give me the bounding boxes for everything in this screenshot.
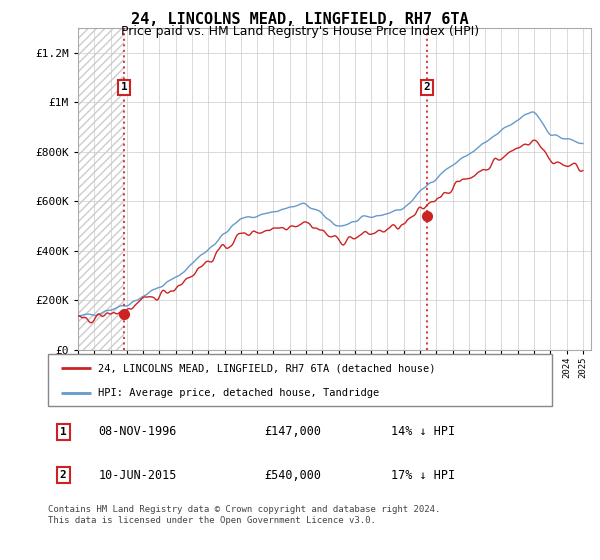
- Text: £540,000: £540,000: [265, 469, 322, 482]
- Text: Price paid vs. HM Land Registry's House Price Index (HPI): Price paid vs. HM Land Registry's House …: [121, 25, 479, 38]
- Text: 2: 2: [60, 470, 67, 480]
- Text: 24, LINCOLNS MEAD, LINGFIELD, RH7 6TA: 24, LINCOLNS MEAD, LINGFIELD, RH7 6TA: [131, 12, 469, 27]
- Text: 1: 1: [60, 427, 67, 437]
- Text: 10-JUN-2015: 10-JUN-2015: [98, 469, 177, 482]
- Text: 17% ↓ HPI: 17% ↓ HPI: [391, 469, 455, 482]
- Text: £147,000: £147,000: [265, 426, 322, 438]
- Text: 08-NOV-1996: 08-NOV-1996: [98, 426, 177, 438]
- Text: 1: 1: [121, 82, 128, 92]
- Text: Contains HM Land Registry data © Crown copyright and database right 2024.
This d: Contains HM Land Registry data © Crown c…: [48, 505, 440, 525]
- Text: 14% ↓ HPI: 14% ↓ HPI: [391, 426, 455, 438]
- Text: 2: 2: [424, 82, 430, 92]
- FancyBboxPatch shape: [48, 354, 552, 406]
- Text: 24, LINCOLNS MEAD, LINGFIELD, RH7 6TA (detached house): 24, LINCOLNS MEAD, LINGFIELD, RH7 6TA (d…: [98, 363, 436, 374]
- Text: HPI: Average price, detached house, Tandridge: HPI: Average price, detached house, Tand…: [98, 388, 380, 398]
